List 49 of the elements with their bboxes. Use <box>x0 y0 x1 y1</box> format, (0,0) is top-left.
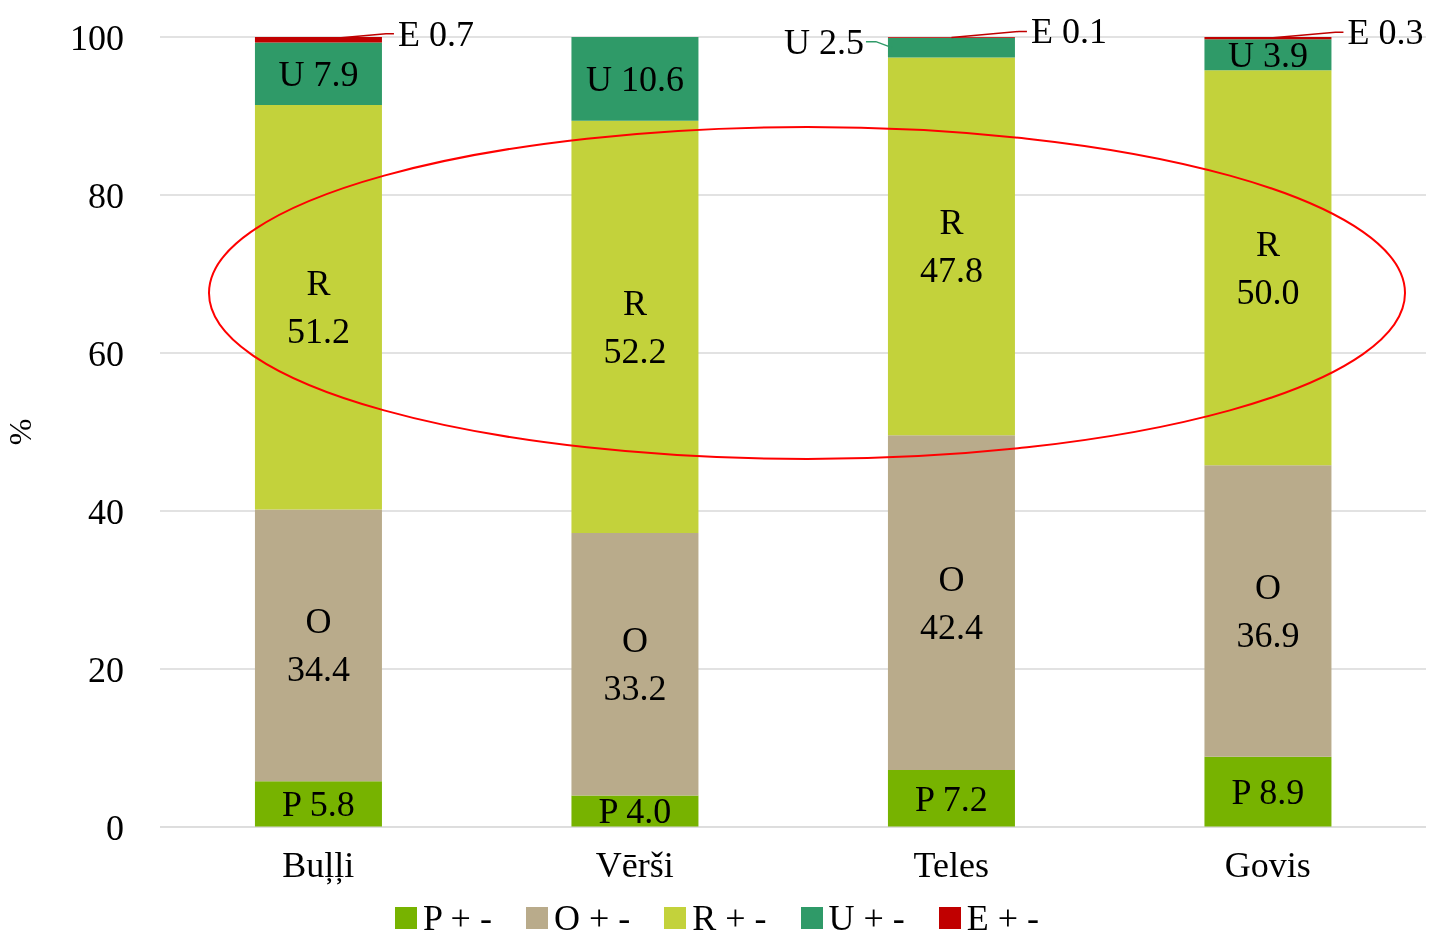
legend-label: O + - <box>553 897 631 939</box>
bar <box>887 770 1015 827</box>
y-tick-label: 60 <box>88 333 124 374</box>
data-label: R 47.8 <box>919 202 983 291</box>
bar <box>887 37 1015 58</box>
bar <box>571 120 699 534</box>
bar <box>254 104 382 510</box>
data-label: U 10.6 <box>585 58 684 99</box>
y-tick-label: 100 <box>70 17 124 58</box>
y-tick-label: 80 <box>88 175 124 216</box>
bar <box>254 42 382 105</box>
x-tick-label: Vērši <box>595 844 674 885</box>
data-label: O 42.4 <box>919 558 983 647</box>
bar <box>254 509 382 782</box>
data-label: E 0.3 <box>1347 12 1424 53</box>
data-label: U 2.5 <box>783 21 864 62</box>
data-label: R 50.0 <box>1236 223 1300 312</box>
legend-label: P + - <box>422 897 492 939</box>
data-label: P 5.8 <box>282 784 355 825</box>
legend-label: E + - <box>966 897 1040 939</box>
data-label: E 0.1 <box>1030 11 1107 52</box>
bar <box>571 533 699 796</box>
bar <box>887 57 1015 436</box>
bar <box>254 37 382 43</box>
legend-label: U + - <box>828 897 905 939</box>
data-label: O 34.4 <box>286 601 350 690</box>
data-label: P 8.9 <box>1231 771 1305 812</box>
data-label: R 52.2 <box>603 282 667 371</box>
x-tick-label: Buļļi <box>282 844 355 885</box>
bar <box>571 37 699 121</box>
y-tick-label: 20 <box>88 649 124 690</box>
x-tick-label: Teles <box>913 844 989 885</box>
y-tick-label: 40 <box>88 491 124 532</box>
bar <box>1204 465 1332 757</box>
data-label: P 4.0 <box>598 791 672 832</box>
data-label: O 36.9 <box>1236 566 1300 655</box>
data-label: R 51.2 <box>286 263 350 352</box>
data-label: O 33.2 <box>603 620 667 709</box>
y-axis-title: % <box>2 418 39 446</box>
data-label: U 3.9 <box>1227 34 1308 75</box>
x-tick-label: Govis <box>1224 844 1311 885</box>
bar <box>1204 70 1332 466</box>
legend-label: R + - <box>692 897 767 939</box>
data-label: E 0.7 <box>397 13 474 54</box>
y-tick-label: 0 <box>106 807 124 848</box>
data-label: U 7.9 <box>278 53 359 94</box>
data-label: P 7.2 <box>915 778 988 819</box>
bar <box>1204 756 1332 827</box>
bar <box>887 435 1015 771</box>
